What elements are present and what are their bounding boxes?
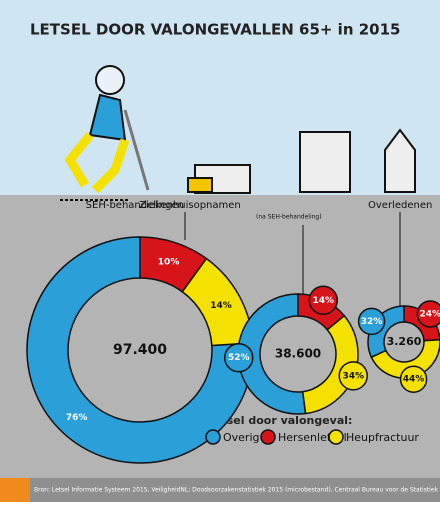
center-label: 38.600 xyxy=(275,347,321,361)
legend-swatch xyxy=(329,430,343,444)
source-accent xyxy=(0,478,30,502)
legend-swatch xyxy=(206,430,220,444)
center-label: 3.260 xyxy=(387,335,422,348)
infographic: LETSEL DOOR VALONGEVALLEN 65+ in 2015 Le… xyxy=(0,0,440,509)
center-label: 97.400 xyxy=(113,342,167,358)
legend-swatch xyxy=(261,430,275,444)
value-label: 14% xyxy=(313,296,335,306)
chart-subtitle: (na SEH-behandeling) xyxy=(256,214,322,221)
legend-label: Overig xyxy=(223,431,260,444)
value-label: 14% xyxy=(210,301,232,311)
value-label: 24% xyxy=(420,310,440,320)
page-title: LETSEL DOOR VALONGEVALLEN 65+ in 2015 xyxy=(30,21,400,39)
legend-label: Heupfractuur xyxy=(346,431,419,444)
source-text: Bron: Letsel Informatie Systeem 2015, Ve… xyxy=(34,487,439,494)
value-label: 44% xyxy=(403,375,425,385)
chart-title: Ziekenhuisopnamen xyxy=(139,200,241,211)
value-label: 52% xyxy=(228,353,250,363)
value-label: 34% xyxy=(342,371,364,381)
chart-title: Overledenen xyxy=(368,200,432,211)
value-label: 76% xyxy=(66,413,88,423)
value-label: 32% xyxy=(361,317,383,327)
value-label: 10% xyxy=(158,258,180,268)
